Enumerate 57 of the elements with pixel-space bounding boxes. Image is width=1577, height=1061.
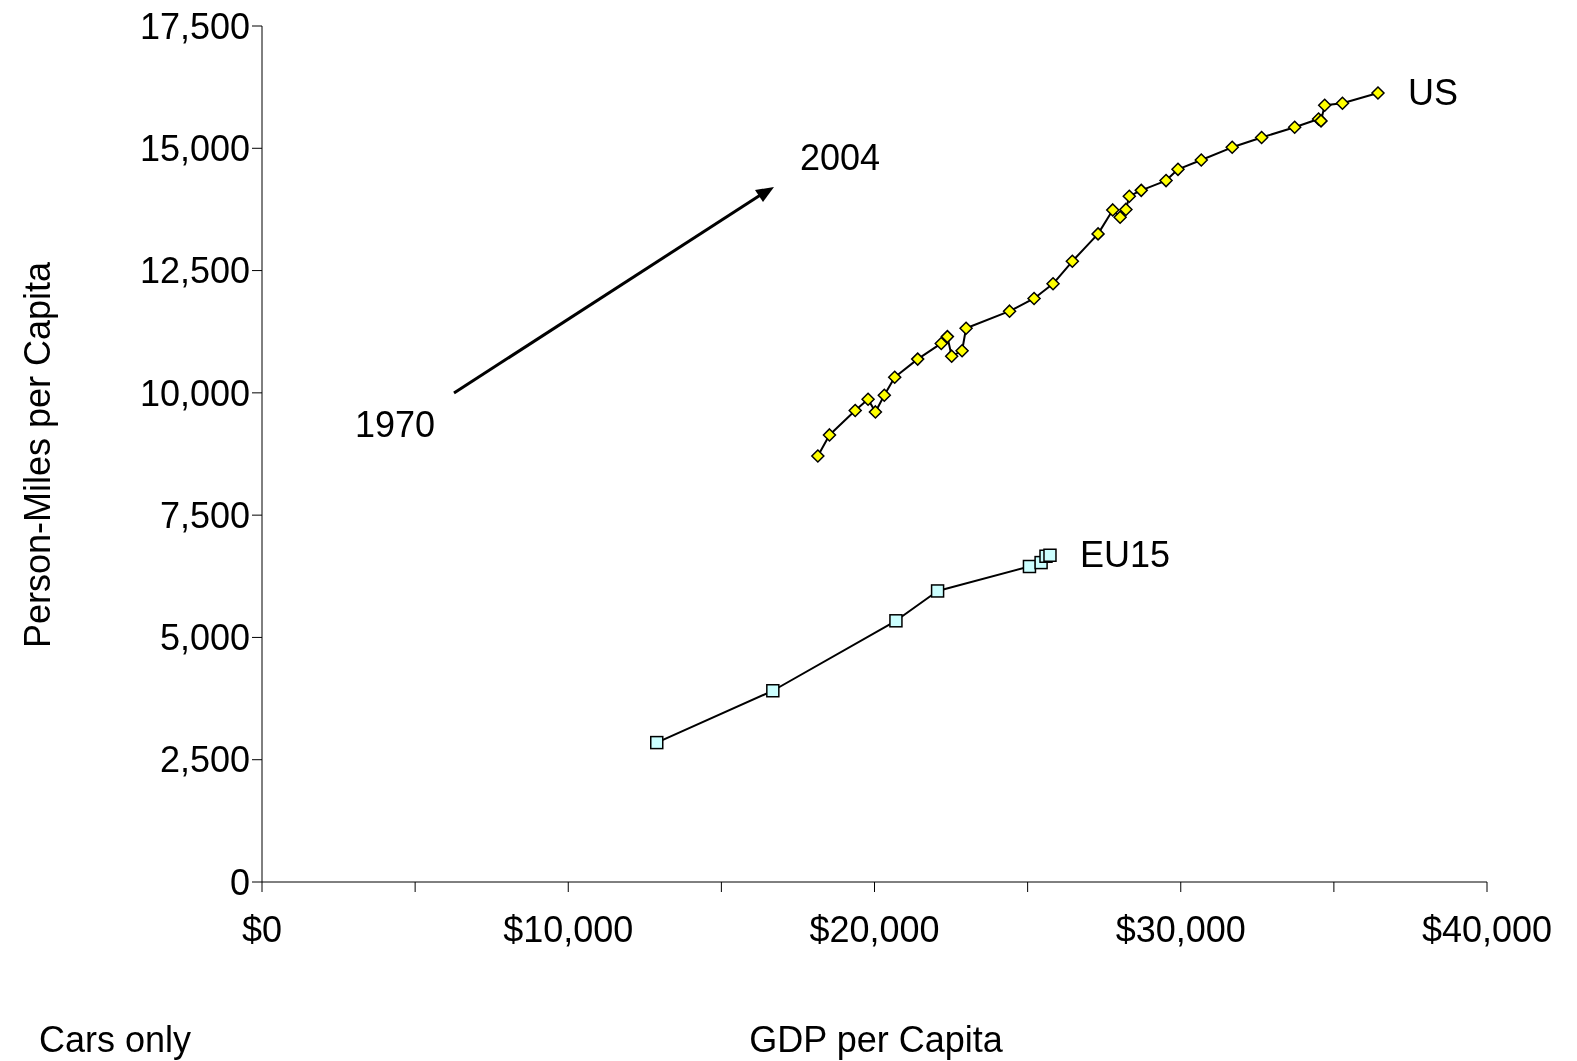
point: [861, 392, 875, 406]
point: [910, 352, 925, 366]
point: [940, 329, 955, 344]
point: [930, 584, 945, 598]
point: [766, 684, 780, 698]
point: [868, 405, 883, 419]
x-tick-label: $10,000: [503, 908, 634, 950]
point: [822, 428, 837, 442]
point: [811, 449, 825, 463]
point: [1194, 153, 1209, 167]
annotation: 1970: [354, 404, 436, 446]
point: [1027, 291, 1041, 306]
point: [1134, 183, 1148, 198]
point: [1159, 173, 1173, 188]
point: [1254, 130, 1269, 145]
y-tick-label: 2,500: [159, 739, 250, 781]
point: [1317, 98, 1332, 112]
x-tick-label: $40,000: [1421, 908, 1553, 950]
y-tick-label: 10,000: [139, 372, 250, 414]
point: [1043, 548, 1057, 562]
point: [1122, 189, 1137, 203]
point: [959, 321, 973, 336]
point: [1335, 96, 1350, 111]
point: [934, 336, 949, 351]
point: [1119, 202, 1133, 217]
x-axis-title: GDP per Capita: [749, 1019, 1003, 1061]
point: [1225, 140, 1239, 155]
y-axis-title: Person-Miles per Capita: [17, 261, 59, 649]
series-label: EU15: [1079, 534, 1171, 576]
point: [1002, 304, 1017, 318]
y-tick-label: 12,500: [139, 250, 250, 292]
y-tick-label: 15,000: [139, 128, 250, 170]
point: [1091, 227, 1105, 241]
point: [1287, 120, 1302, 134]
x-tick-label: $30,000: [1115, 908, 1246, 950]
y-tick-label: 17,500: [139, 5, 250, 47]
point: [1065, 254, 1080, 269]
point: [1106, 203, 1120, 217]
y-tick-label: 0: [229, 861, 250, 903]
x-tick-label: $20,000: [809, 908, 940, 950]
point: [1046, 277, 1060, 291]
text: Cars only: [38, 1019, 192, 1061]
y-tick-label: 5,000: [159, 617, 250, 659]
point: [1113, 210, 1127, 224]
point: [877, 388, 892, 403]
point: [1371, 86, 1385, 100]
point: [887, 370, 902, 384]
point: [955, 344, 969, 358]
annotation: 2004: [799, 137, 881, 179]
point: [650, 735, 664, 750]
x-tick-label: $0: [241, 908, 283, 950]
point: [944, 349, 959, 363]
y-tick-label: 7,500: [159, 494, 250, 536]
point: [1171, 162, 1185, 177]
series-label: US: [1407, 72, 1458, 114]
point: [889, 614, 903, 628]
point: [848, 403, 862, 418]
